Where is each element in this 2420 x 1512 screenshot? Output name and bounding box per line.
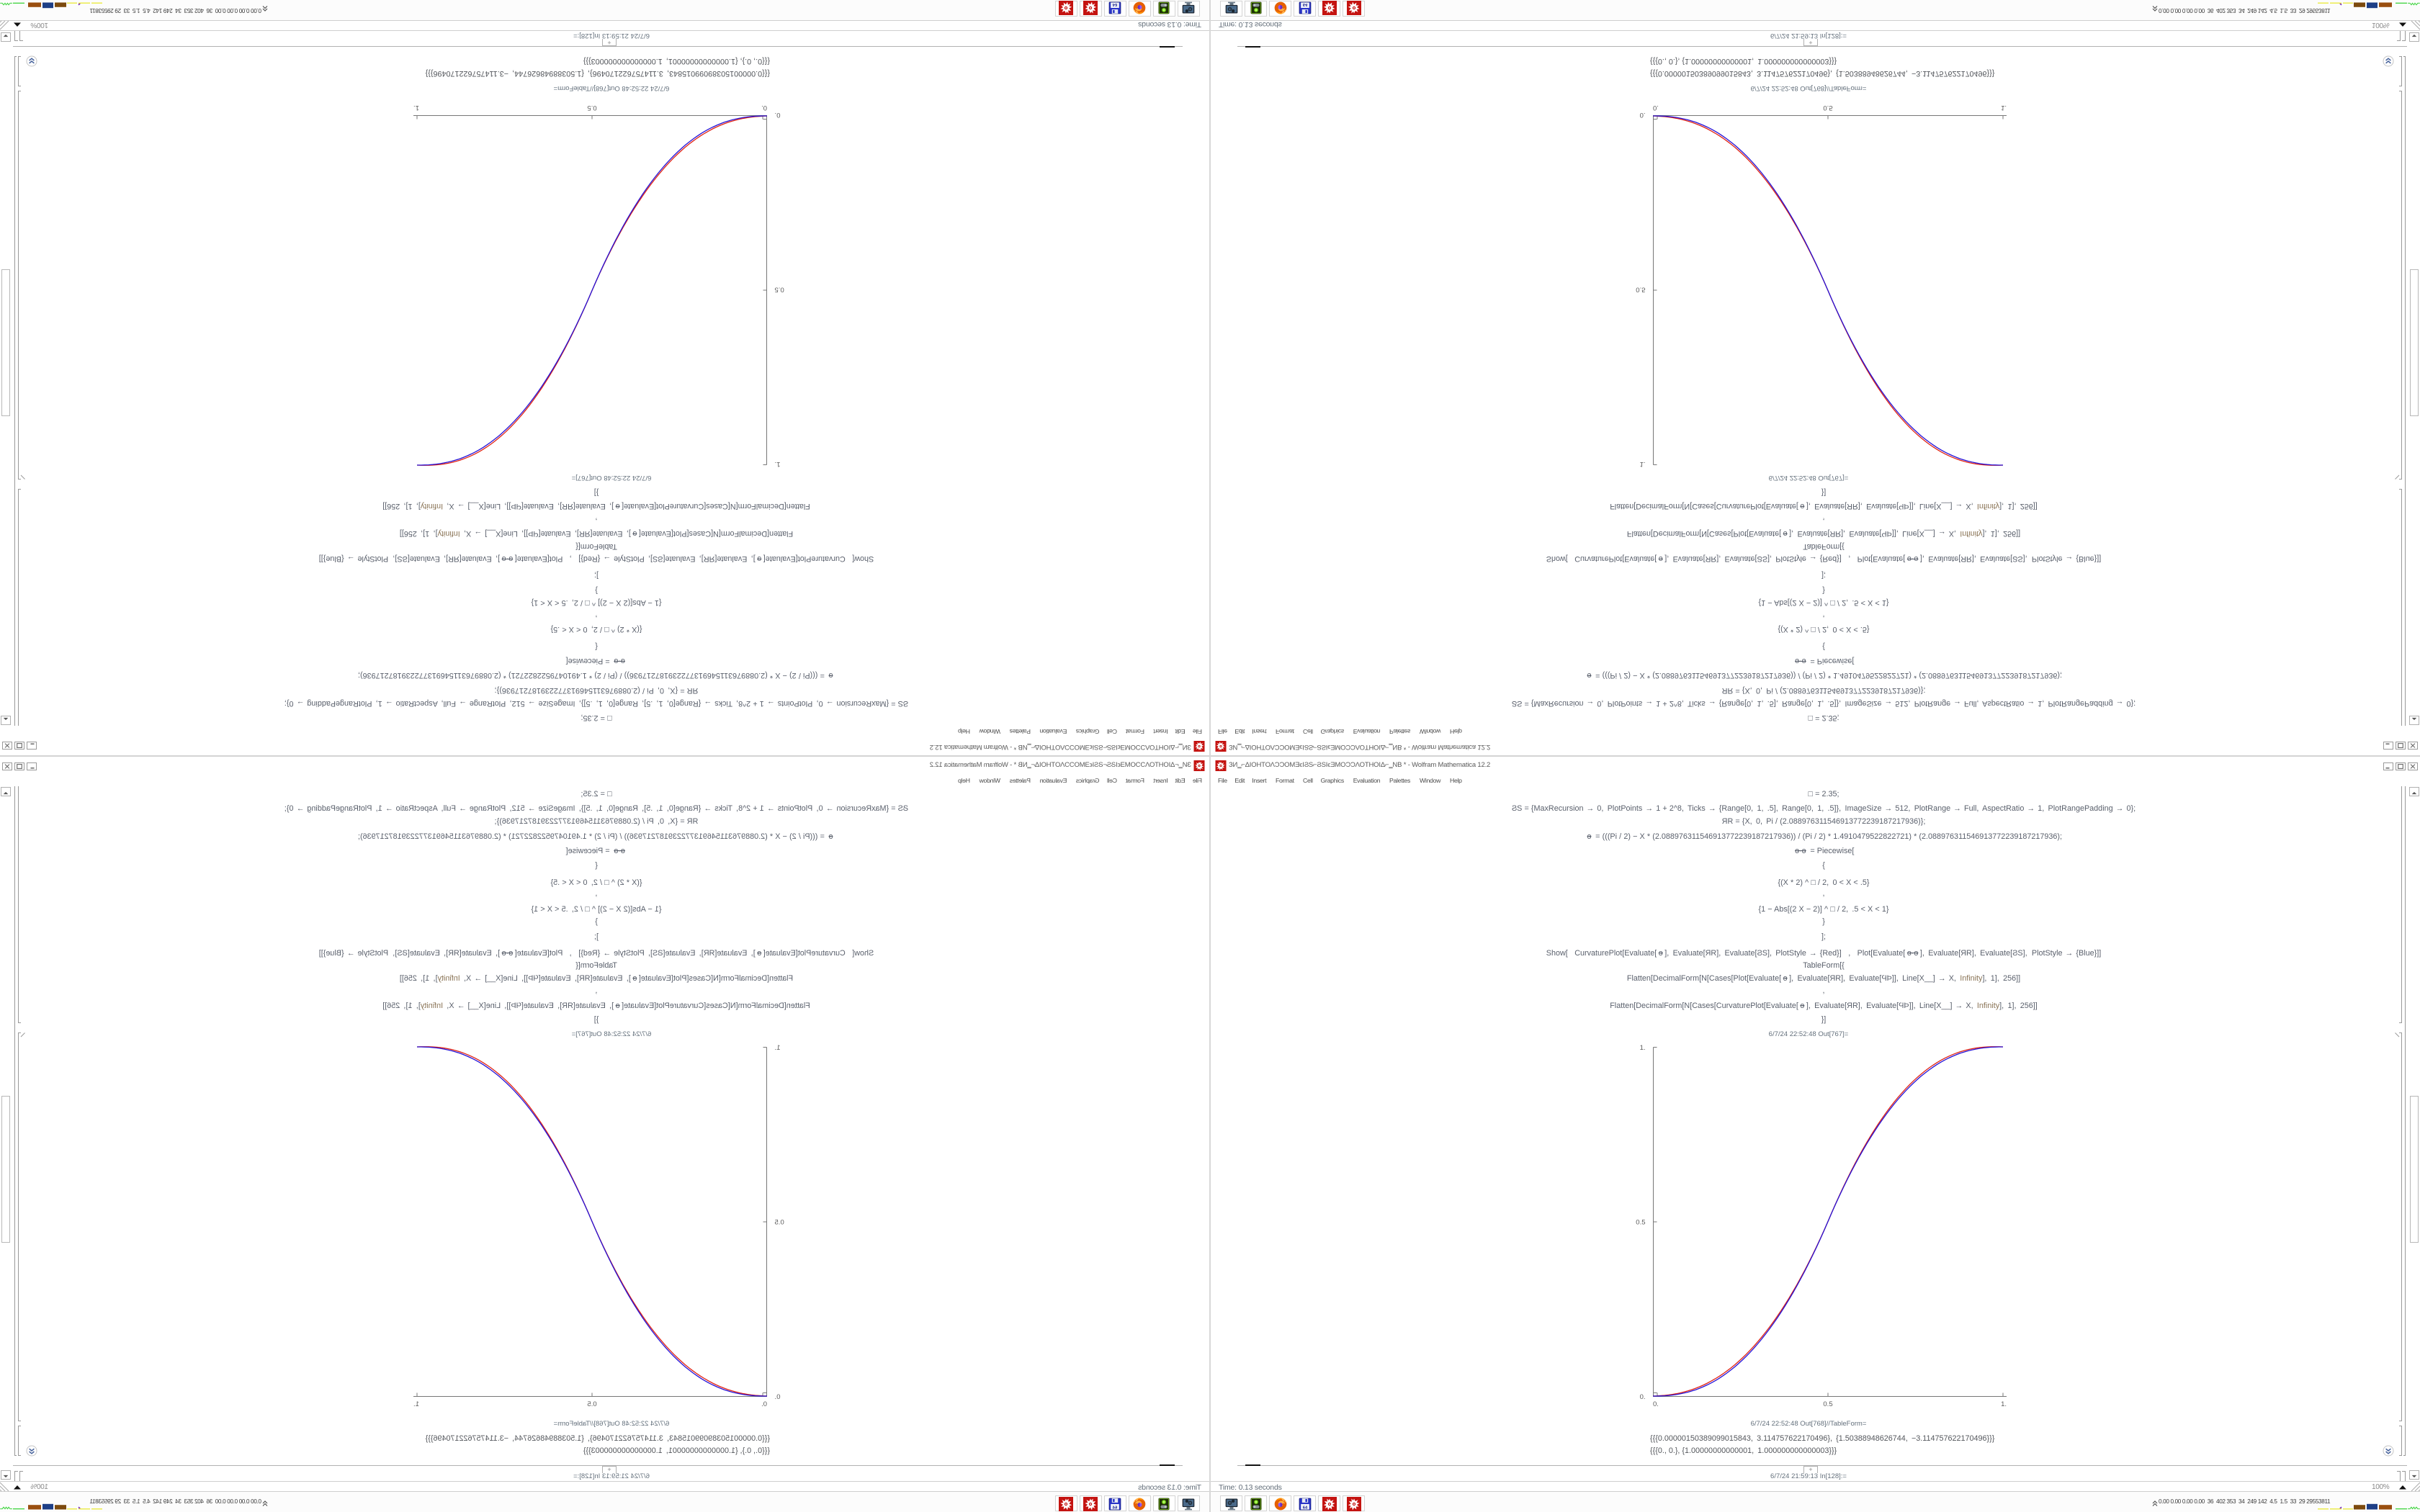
svg-text:0.5: 0.5 [587,1400,596,1408]
svg-text:0.5: 0.5 [587,104,596,112]
svg-text:1.: 1. [775,1044,781,1052]
svg-text:64: 64 [1303,1506,1308,1510]
svg-text:64: 64 [1303,2,1308,6]
svg-text:1.: 1. [1640,1044,1646,1052]
svg-text:1.: 1. [2001,104,2007,112]
svg-text:0.: 0. [1653,1400,1659,1408]
svg-text:64: 64 [1112,2,1117,6]
svg-text:0.: 0. [1640,1393,1646,1401]
svg-text:1.: 1. [1640,460,1646,468]
svg-text:1.: 1. [775,460,781,468]
svg-text:0.: 0. [1640,111,1646,119]
svg-text:0.5: 0.5 [1823,104,1832,112]
svg-text:64: 64 [1112,1506,1117,1510]
svg-text:0.5: 0.5 [1636,286,1645,294]
svg-text:0.: 0. [1653,104,1659,112]
svg-text:0.5: 0.5 [1636,1219,1645,1227]
svg-text:0.5: 0.5 [775,286,784,294]
svg-text:1.: 1. [2001,1400,2007,1408]
svg-text:0.5: 0.5 [1823,1400,1832,1408]
svg-text:0.: 0. [775,1393,781,1401]
svg-text:1.: 1. [413,1400,419,1408]
svg-text:0.5: 0.5 [775,1219,784,1227]
svg-text:0.: 0. [761,104,767,112]
svg-text:1.: 1. [413,104,419,112]
svg-text:0.: 0. [775,111,781,119]
svg-text:0.: 0. [761,1400,767,1408]
